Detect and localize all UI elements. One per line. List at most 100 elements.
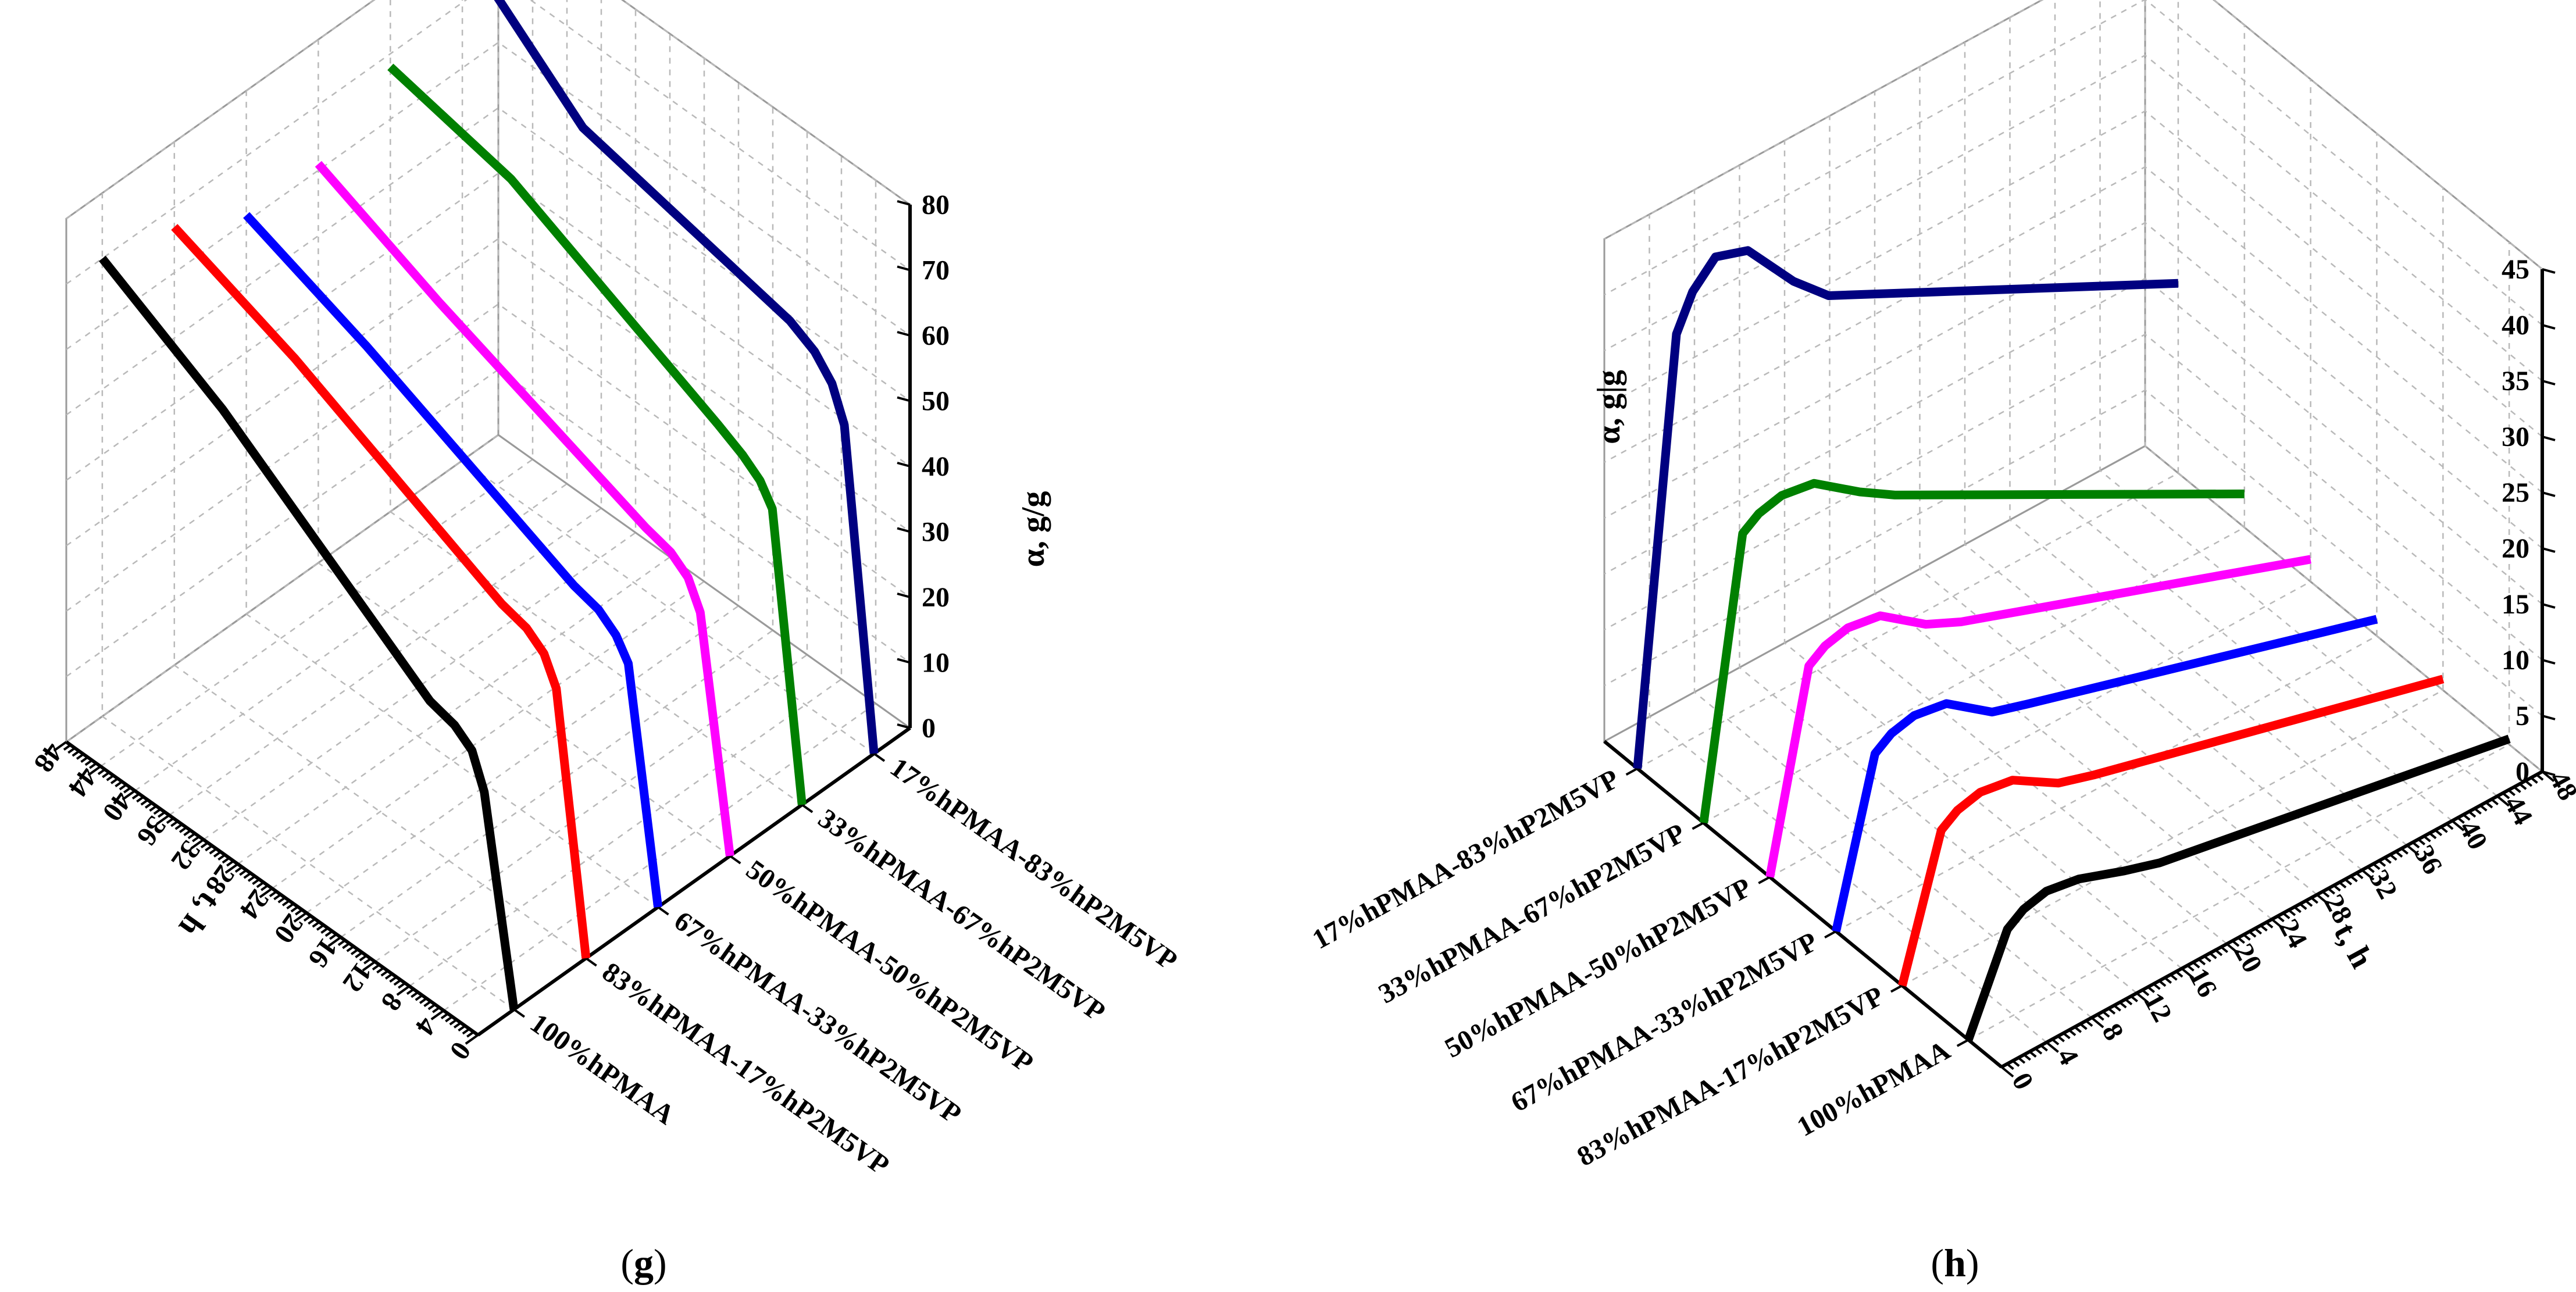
gridline-t — [203, 9, 637, 841]
gridline-z — [66, 303, 911, 612]
z-tick — [897, 527, 911, 533]
t-tick — [308, 918, 316, 925]
z-tick-label: 10 — [922, 648, 950, 679]
series-line — [171, 224, 591, 959]
t-tick — [234, 866, 243, 873]
t-tick — [419, 997, 427, 1004]
category-tick — [585, 957, 597, 967]
t-tick — [363, 958, 372, 965]
t-tick — [458, 1025, 466, 1032]
t-tick-label: 8 — [2096, 1019, 2129, 1045]
t-tick — [316, 924, 324, 931]
z-tick-label: 25 — [2502, 477, 2529, 508]
z-tick-label: 40 — [2502, 310, 2529, 341]
t-tick — [396, 985, 411, 996]
t-tick — [453, 1022, 462, 1029]
t-tick — [2496, 795, 2510, 807]
t-tick — [136, 795, 144, 803]
z-tick — [2542, 491, 2556, 497]
t-tick — [2316, 894, 2329, 905]
t-tick — [2068, 1029, 2077, 1036]
gridline-t — [409, 156, 843, 987]
gridline-t — [1693, 190, 2092, 1019]
t-tick — [67, 747, 76, 754]
t-tick — [2474, 807, 2482, 815]
t-tick — [269, 890, 277, 897]
t-tick — [2124, 998, 2133, 1006]
t-tick — [170, 820, 179, 827]
t-tick — [115, 780, 123, 787]
t-tick — [2350, 875, 2358, 883]
z-tick — [897, 723, 911, 729]
t-tick — [252, 878, 261, 885]
floor-plane — [65, 434, 912, 1036]
t-tick — [2411, 841, 2420, 849]
t-tick — [2468, 811, 2477, 818]
t-tick — [2096, 1013, 2104, 1021]
t-tick — [372, 963, 380, 970]
gridline-t — [134, 0, 568, 792]
t-tick — [2321, 890, 2330, 898]
category-label: 67%hPMAA-33%hP2M5VP — [1506, 926, 1823, 1118]
t-tick — [2507, 789, 2516, 797]
t-tick — [393, 979, 402, 986]
gridline-t — [340, 107, 774, 938]
t-tick — [2541, 770, 2555, 783]
t-tick — [312, 921, 320, 928]
t-tick — [119, 783, 127, 791]
z-axis-title: α, g/g — [1015, 491, 1051, 568]
gridline-t — [66, 0, 499, 743]
t-tick — [190, 838, 205, 850]
t-tick — [153, 808, 162, 815]
t-tick — [2051, 1038, 2060, 1045]
t-tick-label: 44 — [2498, 791, 2539, 830]
gridline-z — [66, 172, 911, 481]
t-tick — [72, 750, 80, 757]
gridline-t — [306, 83, 740, 914]
t-tick — [2192, 961, 2200, 969]
t-tick — [2265, 921, 2274, 929]
t-tick — [411, 991, 419, 998]
t-tick — [2451, 820, 2465, 831]
t-tick — [415, 994, 423, 1001]
panel-h-label: (h) — [1931, 1241, 1979, 1285]
series-line — [99, 255, 519, 1011]
panel-h-label-open: ( — [1931, 1241, 1944, 1285]
t-tick — [2389, 854, 2397, 861]
gridline-t — [443, 180, 877, 1012]
z-tick-label: 45 — [2502, 254, 2529, 285]
category-axis-line — [477, 726, 911, 1037]
t-tick — [2220, 946, 2228, 954]
category-label: 17%hPMAA-83%hP2M5VP — [884, 752, 1183, 976]
gridline-z — [66, 0, 911, 285]
t-tick — [2310, 897, 2318, 904]
t-tick — [256, 881, 265, 888]
z-tick-label: 40 — [922, 451, 950, 482]
z-tick — [2542, 715, 2556, 720]
category-label: 83%hPMAA-17%hP2M5VP — [1572, 980, 1889, 1172]
series-line — [1699, 479, 2245, 824]
t-tick — [2046, 1041, 2059, 1053]
t-tick — [350, 948, 359, 955]
category-label: 50%hPMAA-50%hP2M5VP — [741, 854, 1039, 1079]
t-tick — [406, 988, 415, 995]
t-tick — [80, 756, 89, 763]
t-tick — [261, 884, 269, 891]
gridline-z — [1604, 389, 2543, 716]
category-tick — [513, 1008, 525, 1018]
gridline-z — [1604, 0, 2543, 326]
t-tick — [239, 869, 247, 876]
gridline-category — [1968, 242, 2510, 1041]
category-tick — [1824, 930, 1837, 938]
t-tick — [2119, 1001, 2127, 1009]
t-tick — [149, 805, 158, 812]
z-tick-label: 60 — [922, 320, 950, 351]
gridline-t — [2054, 0, 2453, 822]
t-tick — [102, 771, 110, 779]
t-tick — [342, 942, 350, 950]
panel-g-label-letter: g — [634, 1241, 654, 1285]
t-tick-label: 0 — [2006, 1068, 2039, 1094]
category-tick — [1625, 767, 1638, 776]
t-tick — [355, 951, 363, 958]
